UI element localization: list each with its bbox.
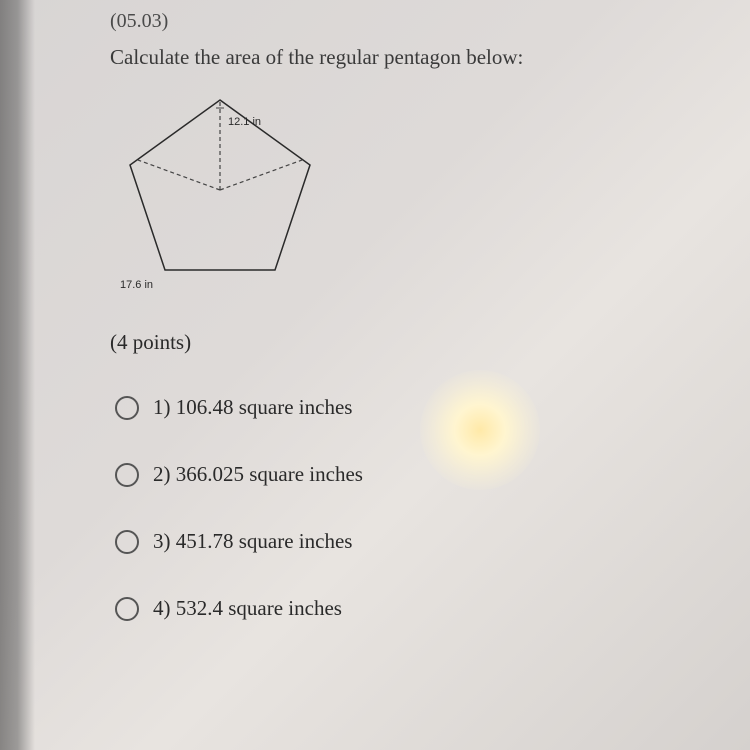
option-4[interactable]: 4) 532.4 square inches <box>115 596 710 621</box>
option-2[interactable]: 2) 366.025 square inches <box>115 462 710 487</box>
option-3[interactable]: 3) 451.78 square inches <box>115 529 710 554</box>
option-3-text: 3) 451.78 square inches <box>153 529 352 554</box>
radius-right <box>220 160 302 190</box>
option-4-text: 4) 532.4 square inches <box>153 596 342 621</box>
radio-1[interactable] <box>115 396 139 420</box>
option-1-text: 1) 106.48 square inches <box>153 395 352 420</box>
option-1[interactable]: 1) 106.48 square inches <box>115 395 710 420</box>
pentagon-svg: 12.1 in 17.6 in <box>120 90 360 300</box>
radio-3[interactable] <box>115 530 139 554</box>
radio-4[interactable] <box>115 597 139 621</box>
side-label: 17.6 in <box>120 279 153 291</box>
section-id: (05.03) <box>110 10 710 33</box>
apothem-label: 12.1 in <box>228 116 261 128</box>
question-text: Calculate the area of the regular pentag… <box>110 45 710 70</box>
radio-2[interactable] <box>115 463 139 487</box>
answer-options: 1) 106.48 square inches 2) 366.025 squar… <box>115 395 710 621</box>
pentagon-diagram: 12.1 in 17.6 in <box>120 90 710 305</box>
points-label: (4 points) <box>110 330 710 355</box>
option-2-text: 2) 366.025 square inches <box>153 462 363 487</box>
question-container: (05.03) Calculate the area of the regula… <box>0 0 750 641</box>
radius-left <box>138 160 220 190</box>
